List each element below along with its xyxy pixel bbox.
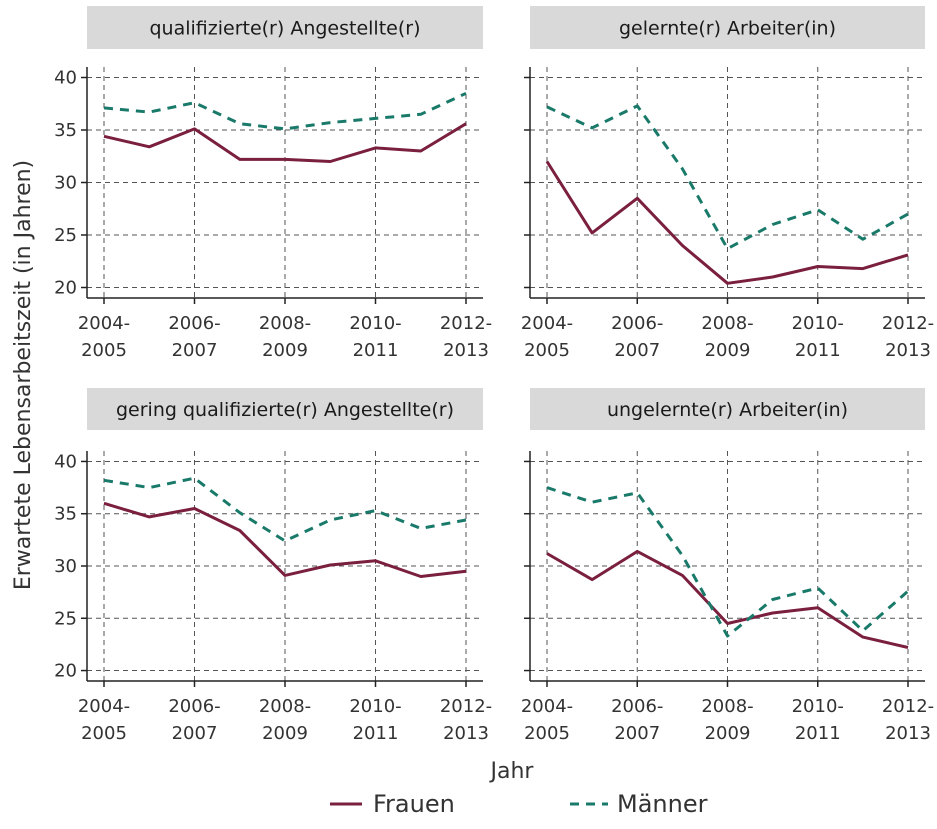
x-tick-label: 2011: [353, 340, 399, 361]
y-tick-label: 35: [54, 120, 77, 141]
x-tick-label: 2009: [262, 723, 308, 744]
x-tick-label: 2009: [262, 340, 308, 361]
x-tick-label: 2006-: [611, 313, 663, 334]
x-tick-label: 2009: [705, 723, 751, 744]
y-tick-label: 20: [54, 278, 77, 299]
x-tick-label: 2008-: [259, 696, 311, 717]
x-tick-label: 2004-: [78, 696, 130, 717]
y-tick-label: 40: [54, 68, 77, 89]
x-tick-label: 2013: [885, 340, 931, 361]
y-tick-label: 30: [54, 556, 77, 577]
x-tick-label: 2005: [524, 340, 570, 361]
y-tick-label: 25: [54, 225, 77, 246]
x-axis-title: Jahr: [489, 759, 535, 784]
x-tick-label: 2009: [705, 340, 751, 361]
x-tick-label: 2012-: [882, 313, 934, 334]
x-tick-label: 2011: [795, 340, 841, 361]
x-tick-label: 2005: [81, 340, 127, 361]
y-axis-title: Erwartete Lebensarbeitszeit (in Jahren): [11, 160, 36, 590]
x-tick-label: 2010-: [792, 313, 844, 334]
legend-label-maenner: Männer: [617, 790, 708, 818]
x-tick-label: 2010-: [349, 696, 401, 717]
x-tick-label: 2013: [885, 723, 931, 744]
x-tick-label: 2008-: [701, 696, 753, 717]
panels: qualifizierte(r) Angestellte(r) 20 25 30 35 4…: [54, 6, 934, 744]
panel-4: ungelernte(r) Arbeiter(in) 2004- 2005 2006-…: [521, 388, 934, 744]
x-tick-label: 2007: [614, 723, 660, 744]
x-tick-label: 2005: [524, 723, 570, 744]
panel-title: gelernte(r) Arbeiter(in): [619, 18, 836, 40]
panel-title: ungelernte(r) Arbeiter(in): [607, 399, 848, 421]
x-tick-label: 2007: [614, 340, 660, 361]
panel-title: qualifizierte(r) Angestellte(r): [149, 18, 420, 40]
y-tick-label: 25: [54, 608, 77, 629]
x-tick-label: 2012-: [440, 696, 492, 717]
x-tick-label: 2013: [443, 723, 489, 744]
legend: Frauen Männer: [330, 790, 708, 818]
x-tick-label: 2011: [353, 723, 399, 744]
x-tick-label: 2008-: [701, 313, 753, 334]
y-tick-label: 30: [54, 173, 77, 194]
x-tick-label: 2007: [172, 340, 218, 361]
x-tick-label: 2004-: [521, 696, 573, 717]
x-tick-label: 2010-: [349, 313, 401, 334]
x-tick-label: 2004-: [78, 313, 130, 334]
x-tick-label: 2006-: [611, 696, 663, 717]
x-tick-label: 2010-: [792, 696, 844, 717]
y-tick-label: 40: [54, 451, 77, 472]
legend-label-frauen: Frauen: [373, 790, 455, 818]
x-tick-label: 2007: [172, 723, 218, 744]
panel-title: gering qualifizierte(r) Angestellte(r): [116, 399, 454, 421]
y-tick-label: 35: [54, 504, 77, 525]
faceted-line-chart: Erwartete Lebensarbeitszeit (in Jahren) …: [0, 0, 937, 829]
panel-1: qualifizierte(r) Angestellte(r) 20 25 30 35 4…: [54, 6, 492, 361]
x-tick-label: 2013: [443, 340, 489, 361]
panel-3: gering qualifizierte(r) Angestellte(r) 20…: [54, 388, 492, 744]
x-tick-label: 2011: [795, 723, 841, 744]
x-tick-label: 2005: [81, 723, 127, 744]
panel-2: gelernte(r) Arbeiter(in) 2004- 2005 2006- 20…: [521, 6, 934, 361]
x-tick-label: 2012-: [882, 696, 934, 717]
x-tick-label: 2008-: [259, 313, 311, 334]
x-tick-label: 2012-: [440, 313, 492, 334]
x-tick-label: 2006-: [168, 313, 220, 334]
y-tick-label: 20: [54, 661, 77, 682]
x-tick-label: 2006-: [168, 696, 220, 717]
x-tick-label: 2004-: [521, 313, 573, 334]
